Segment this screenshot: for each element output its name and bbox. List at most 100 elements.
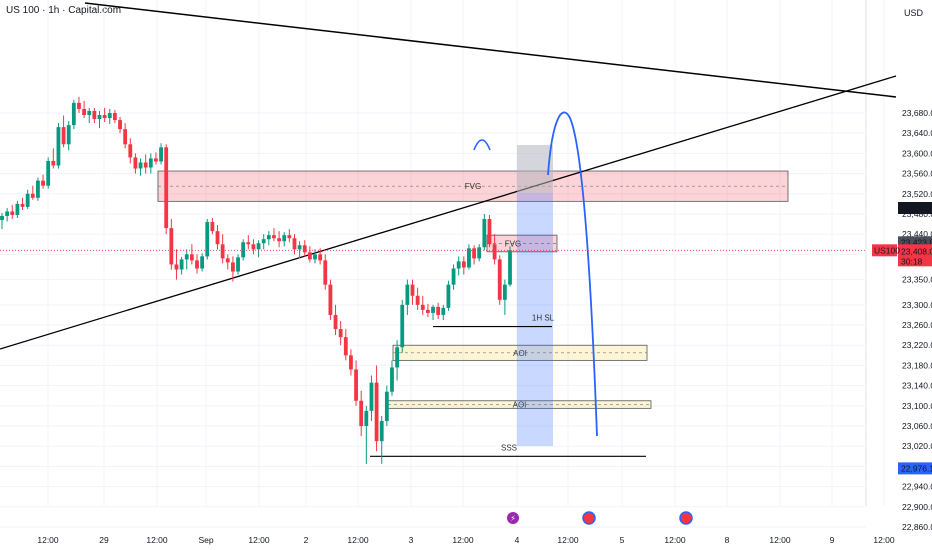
- candle-body: [154, 158, 158, 162]
- candle-body: [287, 235, 292, 239]
- candle-body: [159, 147, 163, 162]
- us-flag-icon[interactable]: [679, 511, 693, 525]
- price-tick-label: 23,440.0: [902, 229, 932, 239]
- time-tick-label: 12:00: [873, 535, 895, 545]
- time-tick-label: 8: [725, 535, 730, 545]
- candle-body: [66, 125, 71, 145]
- candle-body: [10, 211, 15, 215]
- candle-body: [51, 160, 56, 166]
- candle-body: [138, 162, 143, 169]
- candle-body: [297, 245, 302, 250]
- candle-body: [148, 158, 153, 168]
- lower-trendline[interactable]: [0, 75, 897, 350]
- zone-label: FVG: [505, 239, 521, 248]
- zones: FVG FVG AOI AOI: [157, 170, 789, 410]
- time-tick-label: 9: [830, 535, 835, 545]
- time-tick-label: 5: [620, 535, 625, 545]
- symbol-tag-text: US100: [874, 245, 900, 255]
- candle-body: [97, 115, 102, 120]
- candle-body: [415, 295, 420, 305]
- price-tick-label: 23,180.0: [902, 360, 932, 370]
- candle-body: [313, 254, 317, 260]
- small-arc: [473, 139, 491, 151]
- candle-body: [205, 222, 210, 257]
- time-tick-label: 12:00: [769, 535, 791, 545]
- price-tick-label: 23,100.0: [902, 401, 932, 411]
- candle-body: [497, 259, 502, 300]
- price-axis: 23,680.0 23,640.0 23,600.0 23,560.0 23,520.0…: [872, 108, 932, 532]
- levels: 1H SL SSS: [370, 314, 646, 457]
- projection-path: [547, 111, 598, 437]
- symbol-tag: [872, 244, 897, 257]
- candle-body: [107, 112, 112, 119]
- candle-body: [374, 382, 379, 442]
- candle-body: [25, 193, 30, 207]
- candle-body: [41, 180, 45, 186]
- us-flag-icon[interactable]: [582, 511, 596, 525]
- candle-body: [461, 261, 466, 268]
- position-box: [517, 145, 553, 446]
- candle-body: [456, 261, 461, 269]
- time-tick-label: 12:00: [248, 535, 270, 545]
- candle-body: [400, 304, 405, 348]
- candle-body: [349, 355, 353, 370]
- candle-body: [220, 244, 225, 259]
- price-tick-label: 23,350.0: [902, 275, 932, 285]
- price-tick-label: 23,020.0: [902, 441, 932, 451]
- candle-body: [410, 284, 415, 296]
- candle-body: [189, 254, 194, 261]
- time-tick-label: 12:00: [347, 535, 369, 545]
- candle-body: [277, 238, 281, 242]
- candle-body: [92, 110, 97, 120]
- candle-body: [123, 129, 128, 145]
- price-tag-text: 23,491.8: [901, 203, 932, 213]
- candle-body: [215, 231, 220, 245]
- stop-region[interactable]: [517, 145, 553, 193]
- candle-body: [323, 260, 328, 285]
- candle-body: [302, 245, 307, 253]
- current-price-tag: [898, 244, 932, 267]
- candle-body: [5, 211, 10, 216]
- candle-body: [236, 257, 240, 272]
- price-tick-label: 23,140.0: [902, 381, 932, 391]
- candle-body: [441, 307, 446, 315]
- candle-body: [446, 284, 451, 308]
- upper-trendline[interactable]: [84, 2, 897, 98]
- candle-body: [451, 268, 456, 285]
- candle-body: [482, 219, 487, 248]
- time-tick-label: 2: [304, 535, 309, 545]
- candle-body: [343, 337, 348, 356]
- price-tick-label: 22,900.0: [902, 502, 932, 512]
- candle-body: [431, 306, 435, 313]
- candle-body: [307, 252, 312, 260]
- candle-body: [508, 250, 512, 285]
- candle-body: [128, 144, 133, 158]
- candle-body: [87, 110, 92, 116]
- candle-body: [56, 127, 61, 166]
- event-markers: ⚡: [507, 511, 693, 525]
- candle-body: [46, 160, 51, 186]
- candle-body: [15, 203, 20, 215]
- candle-body: [61, 127, 66, 145]
- price-tick-label: 23,600.0: [902, 148, 932, 158]
- candle-body: [256, 243, 261, 250]
- grid: [0, 0, 885, 528]
- candle-body: [477, 247, 482, 259]
- price-tick-label: 23,520.0: [902, 189, 932, 199]
- candle-body: [169, 228, 174, 265]
- candle-body: [225, 258, 230, 263]
- candle-body: [143, 162, 148, 168]
- price-tag-text: 22,976.1: [901, 463, 932, 473]
- candle-body: [118, 120, 122, 130]
- candle-body: [384, 391, 389, 421]
- candle-body: [472, 248, 476, 259]
- target-region[interactable]: [517, 193, 553, 446]
- time-tick-label: 12:00: [452, 535, 474, 545]
- candle-body: [77, 102, 81, 109]
- candle-body: [420, 304, 425, 310]
- zone-label: AOI: [513, 401, 527, 410]
- lightning-icon: ⚡: [510, 514, 516, 523]
- event-icon[interactable]: [507, 512, 519, 524]
- candle-body: [492, 244, 497, 260]
